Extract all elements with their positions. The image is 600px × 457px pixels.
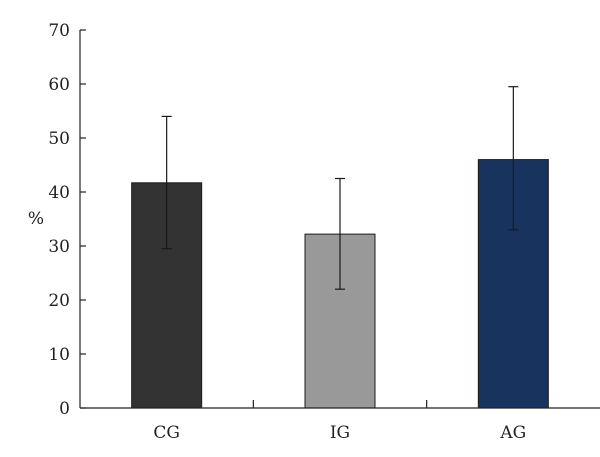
- y-axis-ticks: 0 10 20 30 40 50 60 70: [48, 21, 86, 419]
- bars: [131, 159, 549, 409]
- y-tick-label: 0: [59, 399, 70, 419]
- y-tick-label: 30: [48, 237, 70, 257]
- y-tick-label: 50: [48, 129, 70, 149]
- y-tick-label: 40: [48, 183, 70, 203]
- x-axis-labels: CG IG AG: [153, 400, 526, 443]
- x-tick-label: CG: [153, 423, 180, 443]
- y-tick-label: 70: [48, 21, 70, 41]
- y-tick-label: 20: [48, 291, 70, 311]
- x-tick-label: IG: [330, 423, 350, 443]
- x-tick-label: AG: [499, 423, 526, 443]
- error-bars: [161, 86, 519, 290]
- y-tick-label: 10: [48, 345, 70, 365]
- y-axis-title: %: [28, 209, 44, 229]
- y-tick-label: 60: [48, 75, 70, 95]
